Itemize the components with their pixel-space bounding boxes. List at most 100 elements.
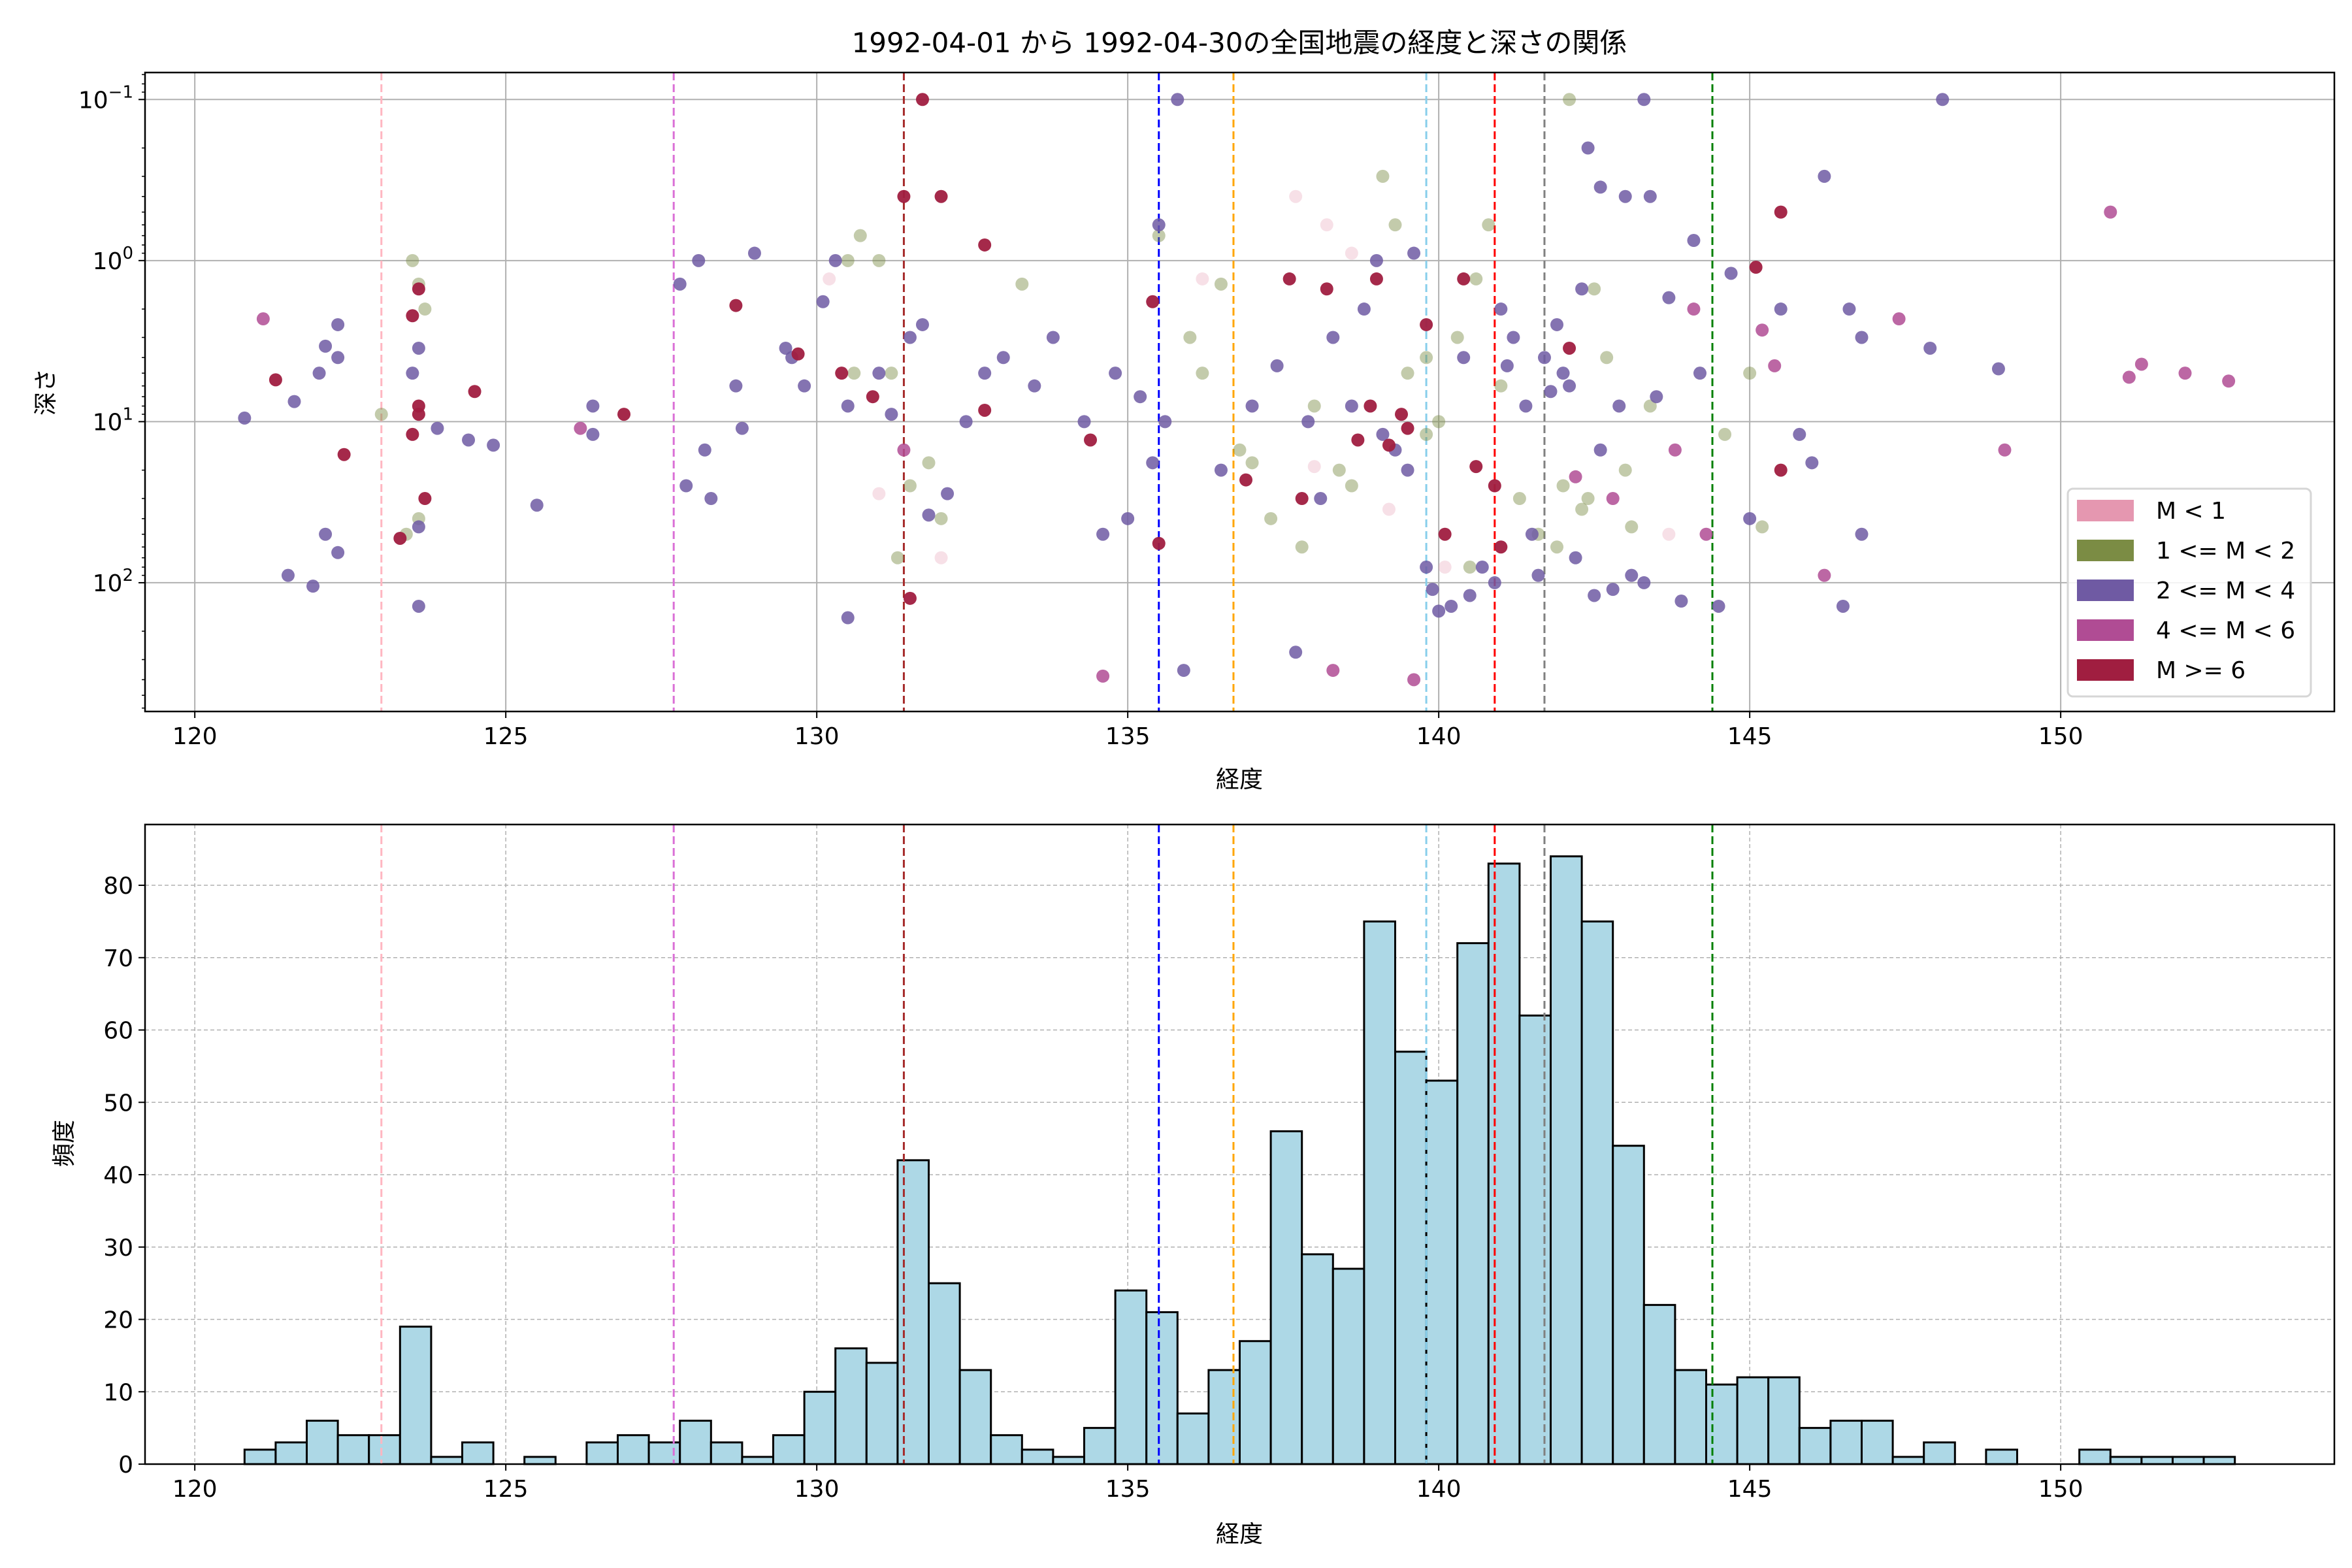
scatter-point	[1450, 331, 1464, 344]
scatter-point	[1469, 460, 1483, 474]
y-tick-label: 60	[103, 1018, 133, 1045]
scatter-point	[1482, 218, 1495, 232]
scatter-point	[1146, 295, 1160, 308]
scatter-point	[1134, 390, 1147, 404]
histogram-bar	[1301, 1253, 1334, 1465]
scatter-point	[1382, 438, 1396, 452]
histogram-bar	[803, 1390, 837, 1465]
x-tick-label: 140	[1416, 1476, 1462, 1503]
scatter-point	[1768, 359, 1782, 372]
scatter-point	[1158, 415, 1172, 429]
scatter-point	[1096, 527, 1110, 541]
scatter-point	[885, 408, 898, 421]
scatter-point	[1756, 520, 1769, 534]
scatter-point	[1077, 415, 1091, 429]
scatter-point	[586, 427, 600, 441]
scatter-point	[1556, 367, 1570, 380]
y-tick-label: 80	[103, 873, 133, 900]
scatter-point	[337, 448, 351, 461]
scatter-point	[1282, 272, 1296, 286]
scatter-point	[1662, 291, 1676, 304]
scatter-point	[574, 421, 587, 435]
scatter-point	[1332, 463, 1346, 477]
scatter-point	[412, 599, 425, 613]
scatter-point	[747, 246, 761, 260]
histogram-bar	[990, 1434, 1023, 1465]
scatter-point	[1196, 367, 1209, 380]
scatter-point	[1569, 470, 1582, 483]
histogram-bar	[1580, 920, 1614, 1465]
scatter-point	[1569, 551, 1582, 564]
scatter-point	[704, 492, 718, 506]
scatter-ylabel: 深さ	[33, 368, 59, 416]
scatter-point	[1600, 351, 1614, 365]
scatter-point	[331, 318, 345, 331]
scatter-point	[1445, 599, 1458, 613]
histogram-xlabel: 経度	[1216, 1521, 1263, 1548]
scatter-point	[1214, 463, 1228, 477]
scatter-point	[915, 318, 929, 331]
scatter-point	[1699, 527, 1713, 541]
scatter-point	[1345, 399, 1358, 413]
legend-label: 1 <= M < 2	[2156, 538, 2295, 564]
scatter-point	[915, 93, 929, 106]
scatter-point	[1376, 427, 1390, 441]
histogram-bar	[1612, 1145, 1645, 1465]
histogram-bar	[1269, 1130, 1303, 1465]
scatter-point	[2134, 357, 2148, 371]
scatter-point	[269, 373, 282, 387]
scatter-point	[1239, 473, 1253, 487]
scatter-point	[374, 408, 388, 421]
scatter-point	[1196, 272, 1209, 286]
legend-label: 4 <= M < 6	[2156, 617, 2295, 644]
scatter-point	[1575, 282, 1589, 296]
histogram-bar	[617, 1434, 650, 1465]
scatter-point	[1295, 492, 1309, 506]
histogram-bar	[1145, 1311, 1179, 1465]
scatter-point	[1438, 561, 1452, 574]
histogram-bar	[1363, 920, 1396, 1465]
scatter-point	[2222, 374, 2236, 388]
legend-swatch	[2077, 500, 2134, 521]
histogram-bar	[1891, 1456, 1925, 1465]
histogram-bar	[865, 1362, 899, 1465]
scatter-point	[1687, 234, 1701, 248]
scatter-point	[617, 408, 631, 421]
histogram-bar	[1985, 1448, 2018, 1465]
legend-swatch	[2077, 659, 2134, 681]
scatter-point	[1171, 93, 1184, 106]
x-tick-label: 150	[2038, 723, 2083, 750]
histogram-bar	[461, 1441, 495, 1465]
scatter-point	[934, 512, 948, 525]
scatter-point	[679, 479, 693, 493]
y-tick-label: 40	[103, 1162, 133, 1189]
scatter-point	[1606, 492, 1620, 506]
scatter-point	[418, 492, 432, 506]
scatter-point	[530, 498, 544, 512]
legend: M < 1 1 <= M < 2 2 <= M < 4 4 <= M < 6 M >= …	[2066, 487, 2312, 698]
scatter-point	[791, 347, 805, 361]
scatter-point	[1432, 415, 1446, 429]
scatter-point	[1469, 272, 1483, 286]
scatter-point	[1401, 463, 1414, 477]
scatter-point	[1245, 399, 1259, 413]
histogram-bar	[1176, 1412, 1210, 1465]
scatter-point	[1270, 359, 1284, 372]
scatter-point	[1774, 205, 1788, 219]
scatter-point	[872, 487, 886, 500]
histogram-bar	[2109, 1456, 2143, 1465]
scatter-point	[1892, 312, 1906, 326]
scatter-point	[1512, 492, 1526, 506]
histogram-bar	[1021, 1448, 1054, 1465]
histogram-bar	[1642, 1303, 1676, 1465]
scatter-point	[1351, 433, 1365, 447]
scatter-point	[1743, 367, 1757, 380]
scatter-point	[1233, 443, 1247, 457]
histogram-bar	[2171, 1456, 2205, 1465]
scatter-point	[1475, 561, 1489, 574]
scatter-point	[1369, 272, 1383, 286]
scatter-point	[2104, 205, 2117, 219]
scatter-point	[1936, 93, 1950, 106]
legend-swatch	[2077, 619, 2134, 641]
x-tick-label: 145	[1727, 1476, 1772, 1503]
